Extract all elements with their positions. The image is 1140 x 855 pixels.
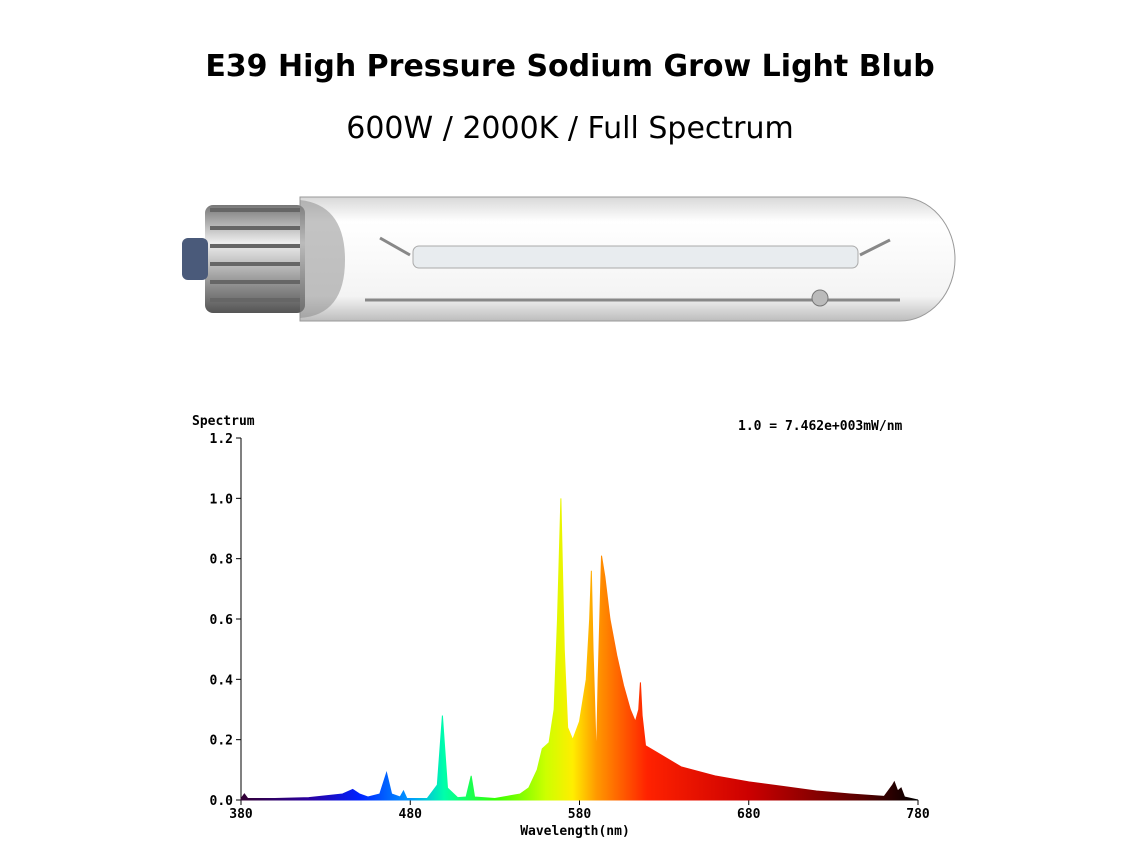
x-tick-label: 680	[737, 807, 761, 822]
y-tick-label: 0.4	[210, 673, 234, 688]
y-axis-label: Spectrum	[192, 414, 255, 429]
annotation: 1.0 = 7.462e+003mW/nm	[738, 419, 903, 434]
chart: Spectrum 1.0 = 7.462e+003mW/nm Wavelengt…	[192, 414, 930, 839]
x-tick-label: 380	[229, 807, 253, 822]
y-tick-label: 0.8	[210, 553, 234, 568]
x-tick-label: 780	[906, 807, 930, 822]
y-tick-label: 1.2	[210, 432, 233, 447]
y-tick-label: 0.6	[210, 613, 234, 628]
y-tick-label: 1.0	[210, 492, 234, 507]
x-tick-label: 480	[399, 807, 423, 822]
y-tick-label: 0.0	[210, 794, 234, 809]
spectrum-area	[240, 498, 919, 801]
x-tick-label: 580	[568, 807, 592, 822]
title: E39 High Pressure Sodium Grow Light Blub	[205, 49, 934, 84]
subtitle: 600W / 2000K / Full Spectrum	[346, 111, 794, 146]
bulb-image	[182, 196, 956, 322]
y-tick-label: 0.2	[210, 734, 233, 749]
x-axis-label: Wavelength(nm)	[520, 824, 630, 839]
